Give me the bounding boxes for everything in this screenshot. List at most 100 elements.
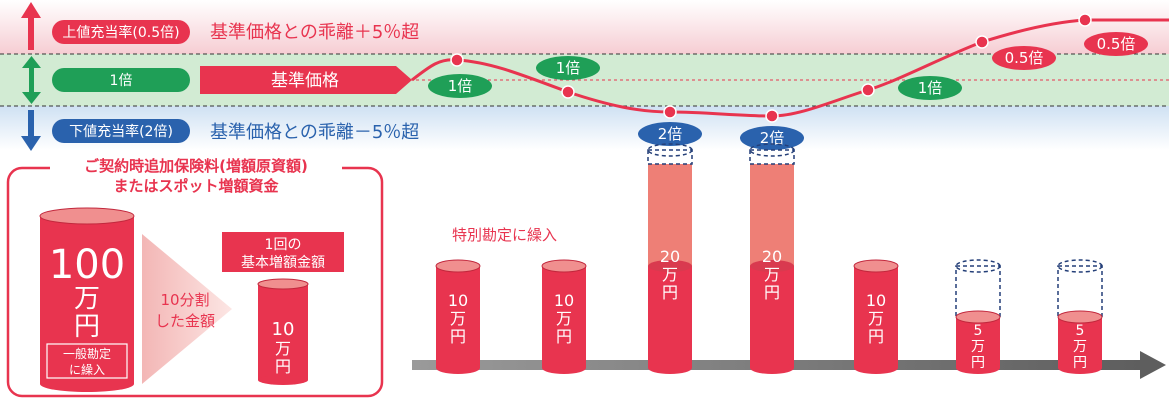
cylinder-unit: 円	[868, 327, 884, 346]
big-amount-unit-en: 円	[74, 312, 100, 342]
cylinder-boost-portion	[750, 164, 794, 266]
cylinder-top	[1057, 310, 1103, 324]
cylinder-amount: 5	[974, 323, 983, 339]
curve-marker-label: 2倍	[760, 129, 785, 147]
cylinder-unit: 円	[450, 327, 466, 346]
cylinder-placeholder-outline	[955, 265, 1001, 318]
per-time-label-line2: 基本増額金額	[241, 254, 325, 271]
curve-marker-label: 2倍	[658, 125, 683, 143]
special-account-label: 特別勘定に繰入	[452, 226, 557, 244]
general-account-line-2: に繰入	[69, 363, 105, 377]
cylinder-amount: 10	[448, 291, 468, 310]
cylinder-boost-outline	[647, 149, 693, 165]
big-amount-number: 100	[49, 242, 125, 288]
updown-arrow-icon	[22, 56, 41, 104]
curve-marker-label: 0.5倍	[1005, 49, 1044, 67]
cylinder-bottom	[1058, 362, 1102, 374]
cylinder-placeholder-top	[1057, 259, 1103, 273]
curve-point	[765, 109, 779, 123]
cylinder-amount: 20	[762, 247, 782, 266]
upper-zone-text: 基準価格との乖離＋5％超	[210, 22, 419, 43]
split-arrow	[142, 234, 232, 384]
cylinder-boost-divider	[750, 260, 794, 272]
cylinder-top	[853, 259, 899, 273]
base-price-arrow	[200, 66, 412, 94]
curve-marker-label: 1倍	[448, 77, 473, 95]
per-time-unit-en: 円	[275, 357, 291, 376]
premium-box-title-line2: またはスポット増額資金	[113, 177, 279, 195]
cylinder-unit: 円	[662, 283, 678, 302]
cylinder-bottom	[854, 362, 898, 374]
big-amount-unit-man: 万	[74, 284, 100, 314]
split-label-line2: した金額	[155, 312, 215, 330]
middle-rate-badge-label: 1倍	[110, 73, 133, 89]
cylinder-amount: 5	[1076, 323, 1085, 339]
cylinder-amount: 10	[554, 291, 574, 310]
cylinder-top	[435, 259, 481, 273]
cylinder-body	[436, 266, 480, 368]
lower-rate-badge-label: 下値充当率(2倍)	[69, 123, 173, 140]
curve-marker-pill	[740, 126, 804, 150]
general-account-line-1: 一般勘定	[63, 346, 111, 361]
lower-zone-text: 基準価格との乖離－5％超	[210, 122, 419, 143]
cylinder-unit: 円	[764, 283, 780, 302]
down-arrow-icon	[21, 110, 41, 151]
cylinder-body	[542, 266, 586, 368]
cylinder-placeholder-top	[955, 259, 1001, 273]
curve-point	[1078, 13, 1092, 27]
cylinder-bottom	[436, 362, 480, 374]
cylinder-placeholder-outline	[1057, 265, 1103, 318]
cylinder-amount: 20	[660, 247, 680, 266]
cylinder-bottom	[542, 362, 586, 374]
curve-point	[561, 85, 575, 99]
curve-marker-pill	[428, 74, 492, 98]
premium-box-title-bg	[50, 154, 342, 194]
cylinder-boost-top	[647, 143, 693, 157]
curve-marker-label: 1倍	[918, 79, 943, 97]
cylinder-unit: 万	[1073, 339, 1087, 355]
per-time-label-box	[222, 232, 344, 272]
cylinder-unit: 万	[450, 309, 466, 328]
up-arrow-icon	[21, 2, 41, 50]
cylinder-bottom	[648, 362, 692, 374]
general-account-bracket	[46, 343, 128, 379]
cylinder-unit: 円	[971, 355, 985, 371]
cylinder-top	[541, 259, 587, 273]
upper-rate-badge-label: 上値充当率(0.5倍)	[62, 24, 179, 41]
curve-markers: 1倍 1倍 2倍 2倍 1倍 0.5倍 0.5倍	[428, 13, 1148, 150]
cylinder-unit: 円	[1073, 355, 1087, 371]
big-premium-cylinder	[39, 207, 135, 392]
per-time-unit-man: 万	[275, 339, 291, 358]
curve-point	[450, 53, 464, 67]
curve-marker-pill	[1084, 32, 1148, 56]
cylinder-unit: 万	[662, 265, 678, 284]
cylinder-unit: 万	[764, 265, 780, 284]
middle-rate-badge	[52, 68, 190, 92]
curve-marker-pill	[992, 46, 1056, 70]
cylinder-7: 5万円	[1057, 259, 1103, 374]
cylinder-boost-portion	[648, 164, 692, 266]
curve-point	[861, 83, 875, 97]
cylinder-bottom	[750, 362, 794, 374]
cylinder-boost-top	[749, 143, 795, 157]
cylinder-unit: 万	[868, 309, 884, 328]
cylinder-body	[854, 266, 898, 368]
curve-marker-pill	[638, 122, 702, 146]
per-time-amount: 10	[272, 319, 295, 340]
base-price-label: 基準価格	[271, 71, 339, 91]
lower-zone-band	[0, 106, 1169, 150]
upper-rate-badge	[52, 20, 190, 44]
curve-point	[663, 105, 677, 119]
premium-box-title-line1: ご契約時追加保険料(増額原資額)	[84, 157, 308, 175]
cylinder-body	[1058, 317, 1102, 368]
cylinder-body	[956, 317, 1000, 368]
cylinder-unit: 万	[556, 309, 572, 328]
cylinder-bottom	[956, 362, 1000, 374]
split-label-line1: 10分割	[160, 291, 209, 309]
